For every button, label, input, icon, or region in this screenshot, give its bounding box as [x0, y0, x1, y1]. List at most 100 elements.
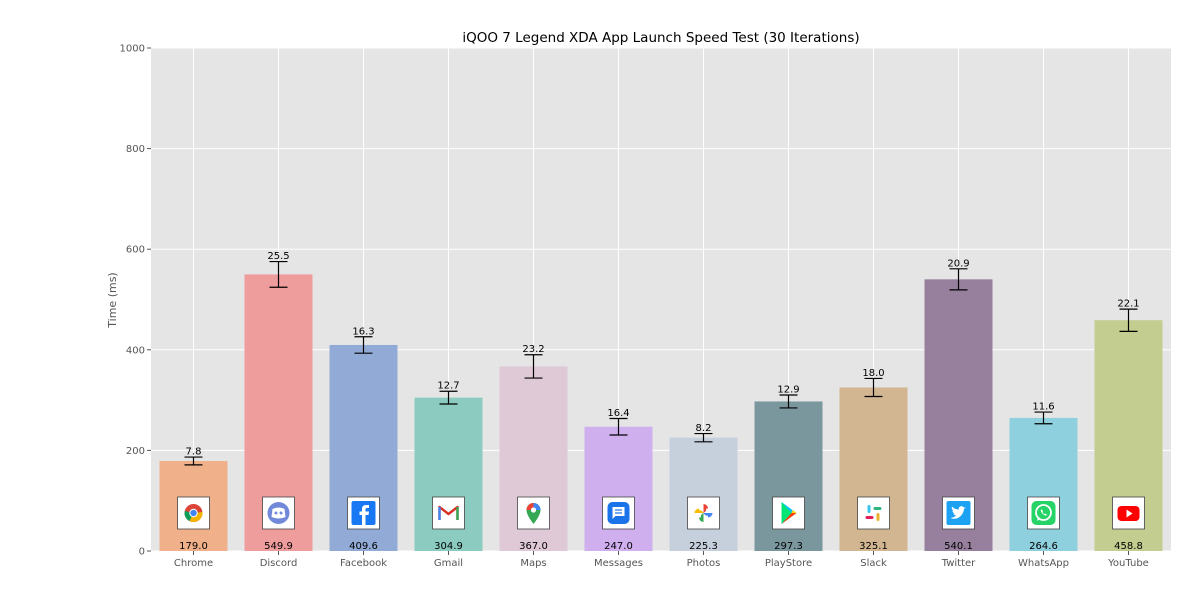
x-tick-label: Slack [860, 558, 887, 569]
bars: 7.8 179.0 25.5 549.9 16.3 409.6 12.7 304.9 23.2 3… [159, 251, 1163, 552]
value-label: 264.6 [1029, 541, 1058, 552]
value-label: 225.3 [689, 541, 718, 552]
x-tick-label: WhatsApp [1018, 558, 1069, 569]
error-label: 7.8 [186, 447, 202, 458]
x-tick-label: YouTube [1107, 558, 1149, 569]
slack-bar-yellow [876, 513, 880, 521]
facebook-icon [351, 501, 376, 525]
x-axis: Chrome Discord Facebook Gmail Maps Messages Ph… [174, 551, 1149, 569]
error-label: 22.1 [1117, 299, 1139, 310]
x-tick-label: Gmail [434, 558, 463, 569]
icon-tile-frame [772, 496, 805, 530]
photos-petal-yellow-b [694, 508, 699, 513]
whatsapp-phone [1040, 509, 1047, 516]
whatsapp-bubble [1035, 504, 1052, 521]
error-label: 8.2 [696, 423, 712, 434]
y-axis: 0 200 400 600 800 1000 [120, 44, 151, 558]
x-tick-label: Messages [594, 558, 643, 569]
bar-photos [669, 437, 738, 551]
whatsapp-icon [1031, 501, 1056, 525]
error-label: 25.5 [267, 251, 289, 262]
slack-bar-green [873, 507, 882, 510]
messages-icon [607, 502, 630, 524]
error-label: 16.4 [607, 408, 629, 419]
app-icon-tile [857, 496, 890, 530]
x-tick-label: Maps [520, 558, 546, 569]
youtube-icon [1117, 506, 1140, 521]
app-icon-tile [687, 496, 720, 530]
youtube-play [1126, 509, 1133, 518]
y-tick-label: 200 [126, 446, 145, 457]
playstore-icon [781, 502, 797, 524]
value-label: 540.1 [944, 541, 973, 552]
photos-petal-blue-b [708, 513, 713, 518]
app-icon-tile [517, 496, 550, 530]
playstore-tip [791, 510, 797, 513]
app-icon-tile [602, 496, 635, 530]
value-label: 325.1 [859, 541, 888, 552]
value-label: 367.0 [519, 541, 548, 552]
slack-bar-blue [867, 505, 871, 513]
x-tick-label: Chrome [174, 558, 213, 569]
discord-eye-left [274, 511, 278, 515]
x-tick-label: Photos [687, 558, 721, 569]
value-label: 297.3 [774, 541, 803, 552]
app-icon-tile [347, 496, 380, 530]
playstore-left [781, 502, 792, 524]
y-tick-label: 600 [126, 245, 145, 256]
icon-tile-frame [857, 496, 890, 530]
chrome-center [190, 509, 197, 517]
x-tick-label: Twitter [941, 558, 976, 569]
error-label: 23.2 [522, 344, 544, 355]
photos-petal-green-b [699, 517, 704, 522]
discord-eye-right [279, 511, 283, 515]
photos-icon [694, 504, 713, 522]
error-label: 11.6 [1032, 402, 1054, 413]
y-tick-label: 400 [126, 345, 145, 356]
error-label: 16.3 [352, 326, 374, 337]
value-label: 304.9 [434, 541, 463, 552]
gmail-icon [438, 505, 459, 520]
discord-icon [267, 502, 290, 524]
chart-title: iQOO 7 Legend XDA App Launch Speed Test … [462, 30, 859, 46]
bar-whatsapp [1009, 417, 1078, 551]
icon-tile-frame [687, 496, 720, 530]
app-icon-tile [942, 496, 975, 530]
value-label: 549.9 [264, 541, 293, 552]
error-label: 20.9 [947, 258, 969, 269]
error-label: 12.7 [437, 381, 459, 392]
photos-petal-red-b [703, 504, 708, 509]
bar-messages [584, 426, 653, 551]
slack-bar-red [865, 516, 874, 519]
error-label: 18.0 [862, 368, 884, 379]
app-icon-tile [772, 496, 805, 530]
value-label: 458.8 [1114, 541, 1143, 552]
y-axis-label: Time (ms) [106, 272, 119, 328]
plot-area [151, 48, 1171, 551]
x-tick-label: Facebook [340, 558, 387, 569]
y-tick-label: 800 [126, 144, 145, 155]
error-label: 12.9 [777, 384, 799, 395]
maps-icon [526, 503, 541, 524]
facebook-f [359, 505, 369, 525]
value-label: 179.0 [179, 541, 208, 552]
x-tick-label: PlayStore [765, 558, 812, 569]
value-label: 409.6 [349, 541, 378, 552]
app-icon-tile [262, 496, 295, 530]
whatsapp-tail [1037, 516, 1041, 521]
chrome-icon [184, 504, 203, 522]
maps-pin-dot [530, 507, 537, 513]
app-icon-tile [1027, 496, 1060, 530]
slack-icon [865, 505, 882, 521]
twitter-bird [950, 506, 966, 519]
value-label: 247.0 [604, 541, 633, 552]
app-icon-tile [432, 496, 465, 530]
icon-tile-frame [177, 496, 210, 530]
discord-face [271, 507, 286, 519]
y-tick-label: 1000 [120, 44, 145, 55]
twitter-icon [946, 501, 971, 525]
playstore-bottom [781, 513, 797, 524]
y-tick-label: 0 [139, 547, 145, 558]
app-icon-tile [1112, 496, 1145, 530]
